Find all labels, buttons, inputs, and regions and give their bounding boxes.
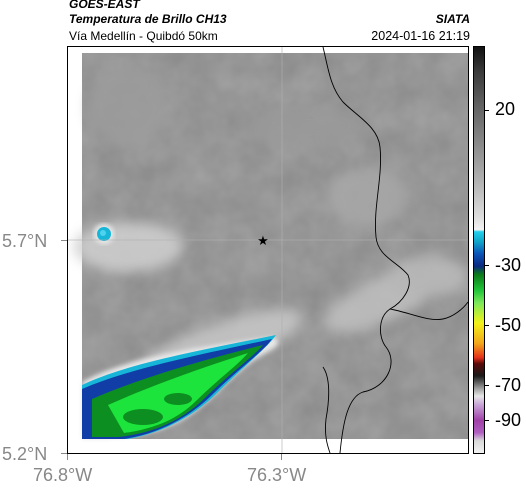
- product-title: Temperatura de Brillo CH13: [69, 12, 227, 26]
- colorbar-tick: [485, 420, 489, 421]
- colorbar-tick: [485, 325, 489, 326]
- colorbar-tick: [485, 265, 489, 266]
- timestamp: 2024-01-16 21:19: [371, 29, 470, 43]
- lon-tick-label: 76.3°W: [247, 465, 307, 485]
- lon-tick-mark: [67, 454, 68, 460]
- lon-tick-mark: [281, 454, 282, 460]
- colorbar: [473, 46, 485, 454]
- route-subtitle: Vía Medellín - Quibdó 50km: [69, 29, 218, 43]
- satellite-name: GOES-EAST: [69, 0, 140, 11]
- star-icon: ★: [257, 234, 269, 249]
- colorbar-label: -90: [495, 410, 522, 430]
- admin-borders: [322, 47, 468, 453]
- colorbar-label: -30: [495, 255, 522, 275]
- lon-tick-label: 76.8°W: [33, 465, 93, 485]
- cold-cloud-blob: [82, 335, 278, 439]
- colorbar-tick: [485, 385, 489, 386]
- colorbar-label: -70: [495, 375, 522, 395]
- colorbar-label: -50: [495, 315, 522, 335]
- lat-tick-label: 5.7°N: [2, 231, 48, 251]
- colorbar-tick: [485, 110, 489, 111]
- lat-tick-mark: [61, 240, 67, 241]
- lat-tick-mark: [61, 453, 67, 454]
- colorbar-label: 20: [495, 99, 516, 119]
- lat-tick-label: 5.2°N: [2, 444, 48, 464]
- agency-label: SIATA: [435, 12, 470, 26]
- map-panel: ★: [67, 46, 469, 454]
- satellite-image: ★: [68, 47, 468, 453]
- convective-cell: [94, 224, 114, 244]
